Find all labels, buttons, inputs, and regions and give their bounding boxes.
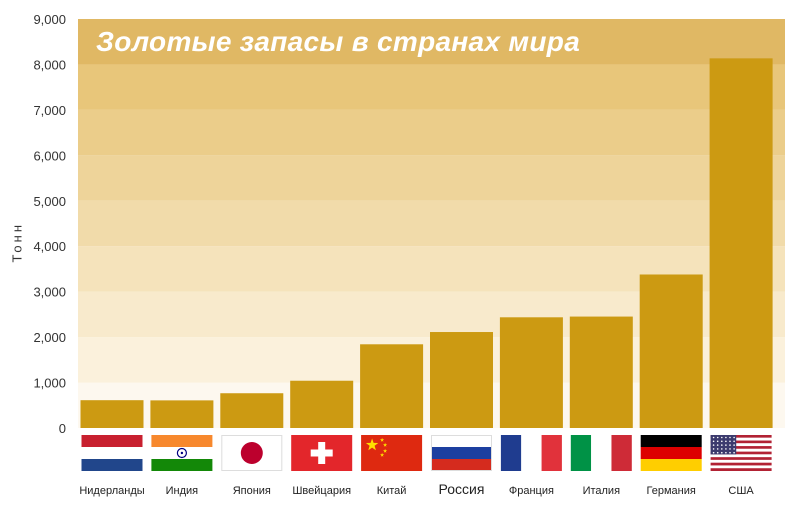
bar: [290, 380, 354, 428]
bar: [150, 400, 214, 428]
y-tick-label: 3,000: [33, 285, 66, 300]
label-russia: Россия: [439, 481, 485, 497]
background-band: [78, 155, 785, 201]
chart-title: Золотые запасы в странах мира: [96, 26, 581, 57]
label-netherlands: Нидерланды: [79, 485, 144, 497]
background-band: [78, 19, 785, 65]
bar: [499, 317, 563, 428]
y-axis-label: Тонн: [9, 221, 25, 263]
japan-flag: [221, 435, 283, 471]
background-band: [78, 200, 785, 247]
netherlands-flag: [81, 435, 143, 471]
y-tick-label: 6,000: [33, 148, 66, 163]
france-flag: [500, 435, 562, 471]
y-tick-label: 4,000: [33, 239, 66, 254]
y-tick-label: 1,000: [33, 376, 66, 391]
label-france: Франция: [509, 485, 554, 497]
bar: [639, 274, 703, 428]
background-band: [78, 109, 785, 156]
label-italy: Италия: [583, 485, 621, 497]
bar: [220, 393, 284, 428]
y-tick-label: 5,000: [33, 194, 66, 209]
label-usa: США: [728, 485, 754, 497]
label-india: Индия: [166, 485, 199, 497]
y-tick-label: 8,000: [33, 57, 66, 72]
y-tick-label: 0: [59, 421, 66, 436]
india-flag: [151, 435, 213, 471]
label-japan: Япония: [233, 485, 271, 497]
switzerland-flag: [291, 435, 353, 471]
label-switzerland: Швейцария: [292, 485, 351, 497]
russia-flag: [431, 435, 492, 471]
y-tick-label: 2,000: [33, 330, 66, 345]
bar: [569, 316, 633, 428]
usa-flag: [710, 435, 772, 471]
label-china: Китай: [377, 485, 407, 497]
china-flag: [361, 435, 423, 471]
bar: [709, 58, 773, 428]
background-band: [78, 64, 785, 110]
germany-flag: [640, 435, 702, 471]
y-tick-label: 7,000: [33, 103, 66, 118]
italy-flag: [570, 435, 632, 471]
bar: [80, 400, 144, 428]
bar: [430, 332, 493, 428]
bar: [360, 344, 424, 428]
y-tick-label: 9,000: [33, 12, 66, 27]
label-germany: Германия: [647, 485, 696, 497]
